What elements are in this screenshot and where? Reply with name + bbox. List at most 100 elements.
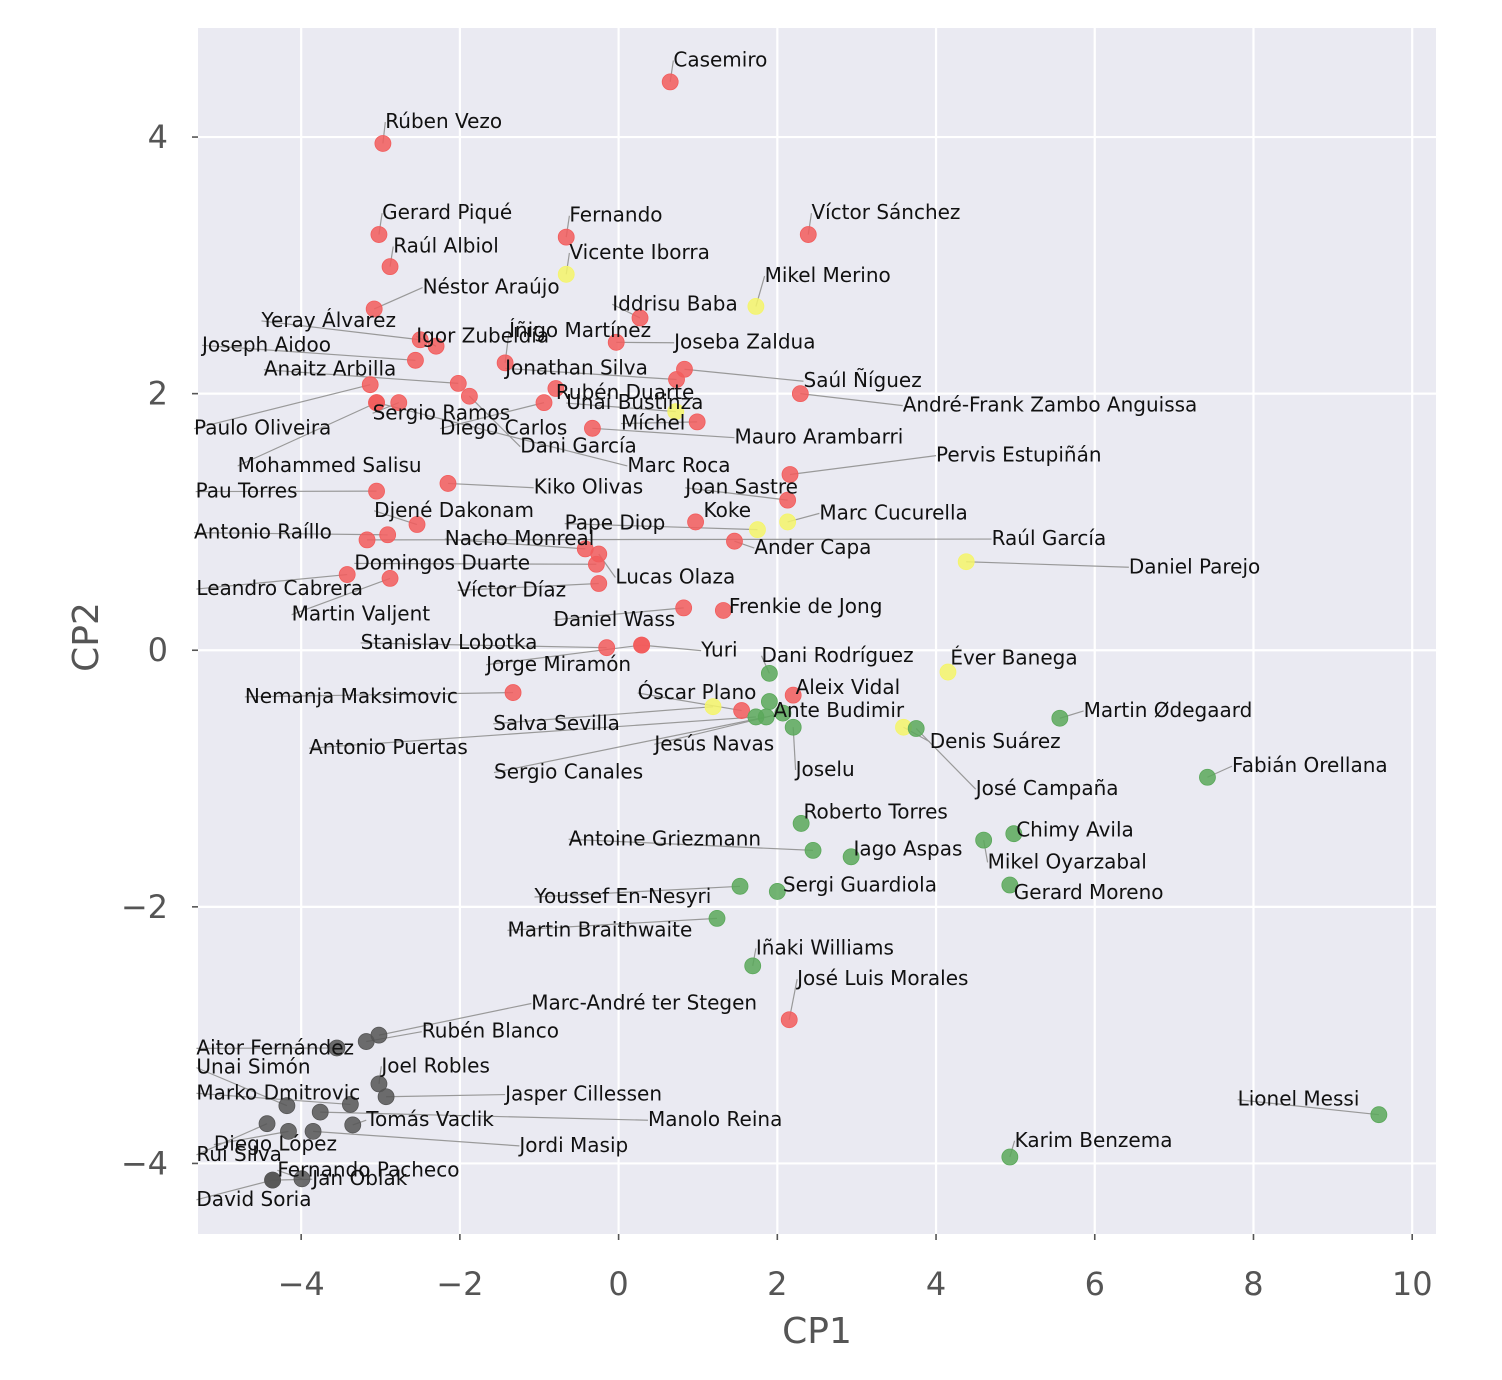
point-oscar-plano: [734, 703, 750, 719]
x-tick-label: 4: [926, 1265, 946, 1303]
label-djene-dakonam: Djené Dakonam: [374, 498, 534, 522]
point-mikel-oyarzabal: [976, 832, 992, 848]
label-mohammed-salisu: Mohammed Salisu: [238, 453, 422, 477]
label-sergi-guardiola: Sergi Guardiola: [783, 872, 937, 896]
label-raul-albiol: Raúl Albiol: [393, 234, 499, 258]
label-koke: Koke: [704, 498, 752, 522]
label-jorge-miramon: Jorge Miramón: [484, 652, 631, 676]
label-raul-garcia: Raúl García: [992, 526, 1107, 550]
label-aleix-vidal: Aleix Vidal: [796, 675, 901, 699]
x-tick-label: 2: [767, 1265, 787, 1303]
label-leandro-cabrera: Leandro Cabrera: [196, 576, 363, 600]
label-iago-aspas: Iago Aspas: [854, 837, 963, 861]
point-nemanja-maksimovic: [505, 685, 521, 701]
label-sergio-canales: Sergio Canales: [494, 760, 643, 784]
label-jordi-masip: Jordi Masip: [517, 1133, 628, 1157]
x-axis-label: CP1: [782, 1311, 852, 1352]
point-kiko-olivas: [440, 475, 456, 491]
label-nacho-monreal: Nacho Monreal: [445, 526, 595, 550]
label-ante-budimir: Ante Budimir: [773, 698, 905, 722]
label-mikel-oyarzabal: Mikel Oyarzabal: [988, 849, 1147, 873]
point-ruben-blanco: [358, 1034, 374, 1050]
label-yuri: Yuri: [700, 638, 737, 662]
x-tick-label: −2: [436, 1265, 483, 1303]
label-martin-valjent: Martin Valjent: [292, 602, 431, 626]
point-anaitz-arbilla: [450, 375, 466, 391]
x-tick-label: 0: [608, 1265, 628, 1303]
label-ever-banega: Éver Banega: [950, 645, 1077, 669]
label-inaki-williams: Iñaki Williams: [756, 935, 894, 959]
point-ruben-vezo: [375, 135, 391, 151]
y-tick-label: −2: [121, 888, 168, 926]
label-mauro-arambarri: Mauro Arambarri: [734, 425, 903, 449]
label-joan-sastre: Joan Sastre: [683, 475, 798, 499]
label-jonathan-silva: Jonathan Silva: [503, 355, 648, 379]
label-lionel-messi: Lionel Messi: [1238, 1087, 1360, 1111]
label-salva-sevilla: Salva Sevilla: [493, 711, 620, 735]
point-ander-capa: [726, 533, 742, 549]
label-marc-cucurella: Marc Cucurella: [819, 500, 967, 524]
point-lionel-messi: [1371, 1107, 1387, 1123]
label-dani-garcia: Dani García: [520, 434, 637, 458]
label-denis-suarez: Denis Suárez: [930, 729, 1061, 753]
label-jose-luis-morales: José Luis Morales: [795, 966, 968, 990]
label-unai-simon: Unai Simón: [196, 1055, 310, 1079]
y-tick-label: 2: [148, 375, 168, 413]
label-frenkie-de-jong: Frenkie de Jong: [729, 594, 882, 618]
label-mikel-merino: Mikel Merino: [765, 263, 891, 287]
point-jasper-cillessen: [378, 1089, 394, 1105]
label-victor-sanchez: Víctor Sánchez: [811, 200, 960, 224]
label-victor-diaz: Víctor Díaz: [458, 577, 567, 601]
label-gerard-pique: Gerard Piqué: [382, 200, 512, 224]
label-fernando: Fernando: [569, 203, 662, 227]
point-koke: [688, 514, 704, 530]
point-daniel-wass: [676, 600, 692, 616]
point-pau-torres: [369, 483, 385, 499]
x-tick-label: −4: [278, 1265, 325, 1303]
label-joel-robles: Joel Robles: [379, 1053, 490, 1077]
point-antonio-raillo: [380, 527, 396, 543]
point-daniel-parejo: [958, 554, 974, 570]
point-raul-albiol: [382, 259, 398, 275]
label-gerard-moreno: Gerard Moreno: [1014, 880, 1164, 904]
label-jose-campana: José Campaña: [974, 776, 1119, 800]
label-dani-rodriguez: Dani Rodríguez: [761, 643, 913, 667]
label-marc-roca: Marc Roca: [627, 453, 730, 477]
x-tick-label: 10: [1392, 1265, 1433, 1303]
label-nemanja-maksimovic: Nemanja Maksimovic: [245, 684, 458, 708]
label-martin-braithwaite: Martin Braithwaite: [508, 917, 693, 941]
label-jasper-cillessen: Jasper Cillessen: [503, 1082, 662, 1106]
label-karim-benzema: Karim Benzema: [1015, 1128, 1173, 1152]
label-marko-dmitrovic: Marko Dmitrovic: [196, 1080, 360, 1104]
label-roberto-torres: Roberto Torres: [804, 799, 948, 823]
label-ander-capa: Ander Capa: [754, 535, 871, 559]
label-daniel-parejo: Daniel Parejo: [1129, 554, 1260, 578]
label-michel: Míchel: [621, 411, 685, 435]
y-tick-label: −4: [121, 1144, 168, 1182]
point-inaki-williams: [745, 958, 761, 974]
label-joseph-aidoo: Joseph Aidoo: [200, 332, 331, 356]
point-tomas-vaclik: [345, 1117, 361, 1133]
label-antonio-puertas: Antonio Puertas: [309, 735, 468, 759]
point-victor-sanchez: [800, 227, 816, 243]
label-joseba-zaldua: Joseba Zaldua: [672, 330, 815, 354]
point-vicente-iborra: [558, 266, 574, 282]
label-domingos-duarte: Domingos Duarte: [354, 550, 530, 574]
label-marc-andre-ter-stegen: Marc-André ter Stegen: [531, 990, 757, 1014]
point-gerard-pique: [371, 227, 387, 243]
label-daniel-wass: Daniel Wass: [554, 607, 676, 631]
label-rui-silva: Rui Silva: [196, 1142, 282, 1166]
point-raul-garcia: [359, 532, 375, 548]
label-casemiro: Casemiro: [673, 47, 767, 71]
point-jose-luis-morales: [781, 1012, 797, 1028]
label-oscar-plano: Óscar Plano: [638, 680, 757, 704]
label-vicente-iborra: Vicente Iborra: [569, 240, 709, 264]
label-ruben-vezo: Rúben Vezo: [385, 109, 502, 133]
point-michel: [689, 414, 705, 430]
label-david-soria: David Soria: [196, 1187, 311, 1211]
point-martin-braithwaite: [709, 910, 725, 926]
label-kiko-olivas: Kiko Olivas: [534, 475, 644, 499]
label-anaitz-arbilla: Anaitz Arbilla: [264, 357, 396, 381]
label-iddrisu-baba: Iddrisu Baba: [612, 291, 737, 315]
point-casemiro: [662, 74, 678, 90]
